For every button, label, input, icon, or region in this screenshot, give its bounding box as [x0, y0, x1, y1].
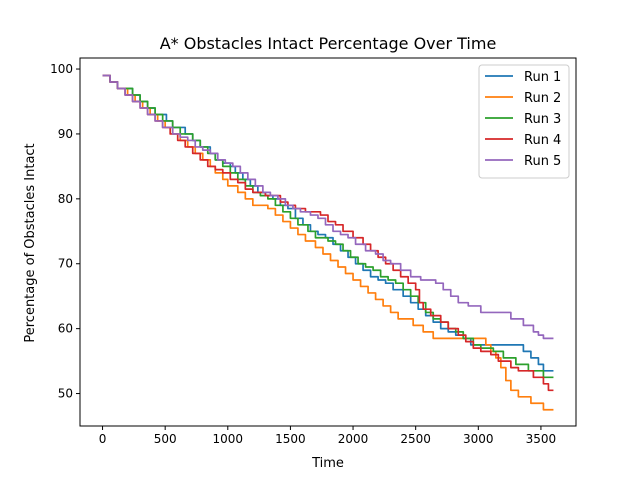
x-tick-label: 3500 [526, 432, 557, 446]
x-tick-label: 500 [154, 432, 177, 446]
y-tick-label: 70 [58, 257, 73, 271]
x-tick-label: 2000 [338, 432, 369, 446]
x-tick-label: 1500 [275, 432, 306, 446]
plot-area: 0 500 1000 1500 2000 2500 3000 3500 50 60 70 80 90 1… [50, 57, 577, 446]
x-tick-label: 2500 [400, 432, 431, 446]
x-axis-label: Time [311, 456, 344, 471]
legend-label-run-2: Run 2 [524, 91, 561, 106]
y-axis-label: Percentage of Obstacles Intact [23, 143, 38, 342]
y-tick-label: 80 [58, 192, 73, 206]
series-line-run-3 [102, 74, 554, 379]
legend-box [478, 64, 570, 179]
x-tick-label: 3000 [463, 432, 494, 446]
series-group [102, 74, 554, 411]
x-tick-label: 1000 [213, 432, 244, 446]
chart-title: A* Obstacles Intact Percentage Over Time [160, 34, 497, 53]
y-tick-label: 60 [58, 322, 73, 336]
axes-frame [79, 57, 577, 427]
series-line-run-4 [102, 74, 554, 392]
legend-label-run-5: Run 5 [524, 154, 561, 169]
y-axis-ticks: 50 60 70 80 90 100 [50, 62, 80, 401]
legend: Run 1 Run 2 Run 3 Run 4 Run 5 [478, 64, 570, 179]
x-axis-ticks: 0 500 1000 1500 2000 2500 3000 3500 [99, 426, 556, 446]
legend-label-run-1: Run 1 [524, 70, 561, 85]
y-tick-label: 100 [50, 62, 73, 76]
y-tick-label: 90 [58, 127, 73, 141]
series-line-run-5 [102, 74, 554, 340]
y-tick-label: 50 [58, 387, 73, 401]
x-tick-label: 0 [99, 432, 107, 446]
legend-label-run-4: Run 4 [524, 133, 561, 148]
legend-label-run-3: Run 3 [524, 112, 561, 127]
